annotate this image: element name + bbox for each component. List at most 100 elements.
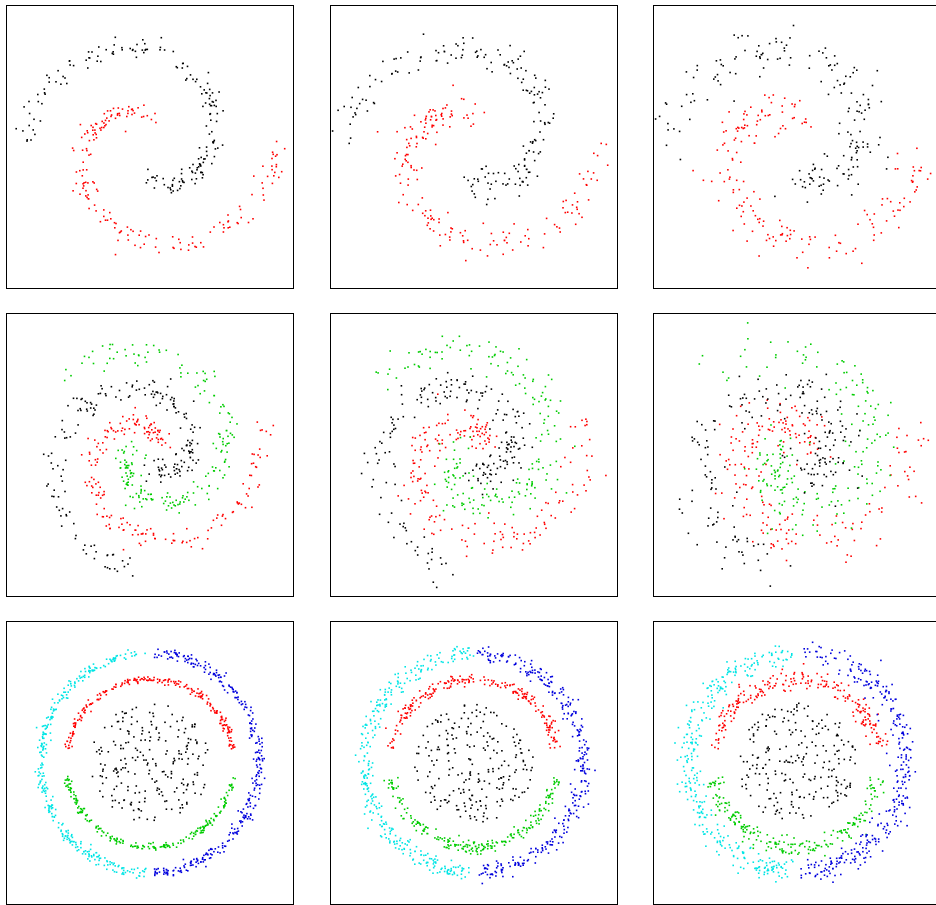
scatter-point bbox=[247, 714, 250, 716]
scatter-point bbox=[192, 666, 195, 668]
scatter-point bbox=[241, 821, 244, 823]
scatter-point bbox=[219, 722, 221, 725]
scatter-point bbox=[196, 442, 199, 445]
scatter-point bbox=[421, 197, 424, 199]
scatter-point bbox=[437, 682, 439, 685]
scatter-point bbox=[421, 451, 423, 453]
scatter-point bbox=[158, 793, 160, 795]
scatter-point bbox=[447, 751, 450, 754]
scatter-point bbox=[173, 539, 175, 542]
scatter-point bbox=[95, 210, 97, 212]
scatter-point bbox=[380, 496, 382, 499]
scatter-point bbox=[835, 393, 838, 396]
scatter-point bbox=[208, 401, 211, 404]
scatter-point bbox=[491, 71, 493, 73]
scatter-point bbox=[483, 683, 486, 686]
scatter-point bbox=[794, 183, 797, 185]
scatter-point bbox=[496, 244, 498, 246]
scatter-point bbox=[425, 348, 427, 351]
scatter-point bbox=[77, 712, 80, 714]
scatter-point bbox=[189, 693, 192, 695]
scatter-point bbox=[526, 184, 529, 186]
scatter-point bbox=[739, 397, 742, 400]
scatter-point bbox=[181, 541, 183, 544]
scatter-point bbox=[137, 107, 139, 109]
scatter-point bbox=[166, 496, 168, 498]
scatter-point bbox=[181, 62, 184, 65]
scatter-point bbox=[475, 465, 478, 467]
scatter-point bbox=[175, 653, 177, 655]
scatter-point bbox=[743, 468, 746, 470]
scatter-point bbox=[731, 157, 734, 160]
scatter-point bbox=[199, 832, 202, 834]
scatter-point bbox=[145, 415, 147, 417]
scatter-point bbox=[213, 155, 216, 158]
scatter-point bbox=[46, 485, 48, 487]
scatter-point bbox=[468, 497, 470, 500]
scatter-point bbox=[57, 702, 59, 704]
scatter-point bbox=[691, 489, 694, 492]
scatter-point bbox=[481, 392, 484, 394]
scatter-point bbox=[857, 497, 859, 500]
scatter-point bbox=[152, 344, 155, 347]
scatter-point bbox=[414, 766, 416, 769]
scatter-point bbox=[84, 667, 86, 670]
scatter-point bbox=[781, 454, 784, 457]
scatter-point bbox=[122, 720, 124, 723]
scatter-point bbox=[408, 145, 411, 147]
scatter-point bbox=[783, 451, 785, 454]
scatter-point bbox=[195, 865, 197, 868]
scatter-point bbox=[54, 814, 57, 817]
scatter-point bbox=[88, 460, 90, 462]
scatter-point bbox=[810, 482, 812, 484]
scatter-point bbox=[524, 695, 526, 698]
scatter-point bbox=[408, 142, 410, 145]
scatter-point bbox=[248, 797, 251, 800]
scatter-point bbox=[64, 490, 66, 493]
scatter-point bbox=[443, 391, 445, 393]
scatter-point bbox=[553, 783, 555, 785]
scatter-point bbox=[140, 810, 143, 812]
scatter-point bbox=[258, 798, 260, 800]
scatter-point bbox=[485, 385, 488, 388]
scatter-point bbox=[767, 428, 770, 431]
scatter-point bbox=[262, 187, 264, 190]
scatter-point bbox=[774, 135, 776, 138]
scatter-point bbox=[246, 818, 249, 820]
scatter-point bbox=[201, 487, 203, 490]
scatter-point bbox=[85, 553, 88, 555]
scatter-point bbox=[220, 810, 222, 813]
scatter-point bbox=[575, 206, 578, 209]
scatter-point bbox=[86, 813, 88, 816]
scatter-point bbox=[162, 395, 164, 398]
scatter-point bbox=[405, 160, 407, 162]
scatter-point bbox=[409, 513, 412, 515]
scatter-point bbox=[520, 241, 522, 243]
scatter-point bbox=[113, 788, 115, 791]
scatter-point bbox=[814, 452, 817, 455]
scatter-point bbox=[87, 858, 89, 860]
scatter-point bbox=[252, 782, 254, 784]
scatter-point bbox=[739, 486, 741, 489]
scatter-point bbox=[409, 708, 412, 710]
scatter-point bbox=[787, 516, 789, 518]
scatter-point bbox=[443, 799, 446, 801]
scatter-point bbox=[506, 443, 509, 446]
series-2 bbox=[360, 371, 534, 589]
scatter-point bbox=[172, 50, 175, 53]
scatter-point bbox=[775, 354, 777, 356]
scatter-point bbox=[455, 43, 457, 45]
scatter-point bbox=[407, 184, 409, 186]
scatter-point bbox=[76, 801, 78, 804]
series-0 bbox=[71, 104, 286, 256]
scatter-point bbox=[161, 794, 164, 797]
scatter-point bbox=[797, 488, 799, 490]
scatter-point bbox=[69, 732, 72, 734]
scatter-point bbox=[81, 811, 84, 814]
scatter-point bbox=[741, 551, 743, 553]
scatter-point bbox=[801, 412, 803, 414]
scatter-point bbox=[539, 804, 541, 806]
scatter-point bbox=[861, 521, 863, 523]
scatter-point bbox=[39, 120, 42, 122]
scatter-point bbox=[221, 515, 224, 517]
